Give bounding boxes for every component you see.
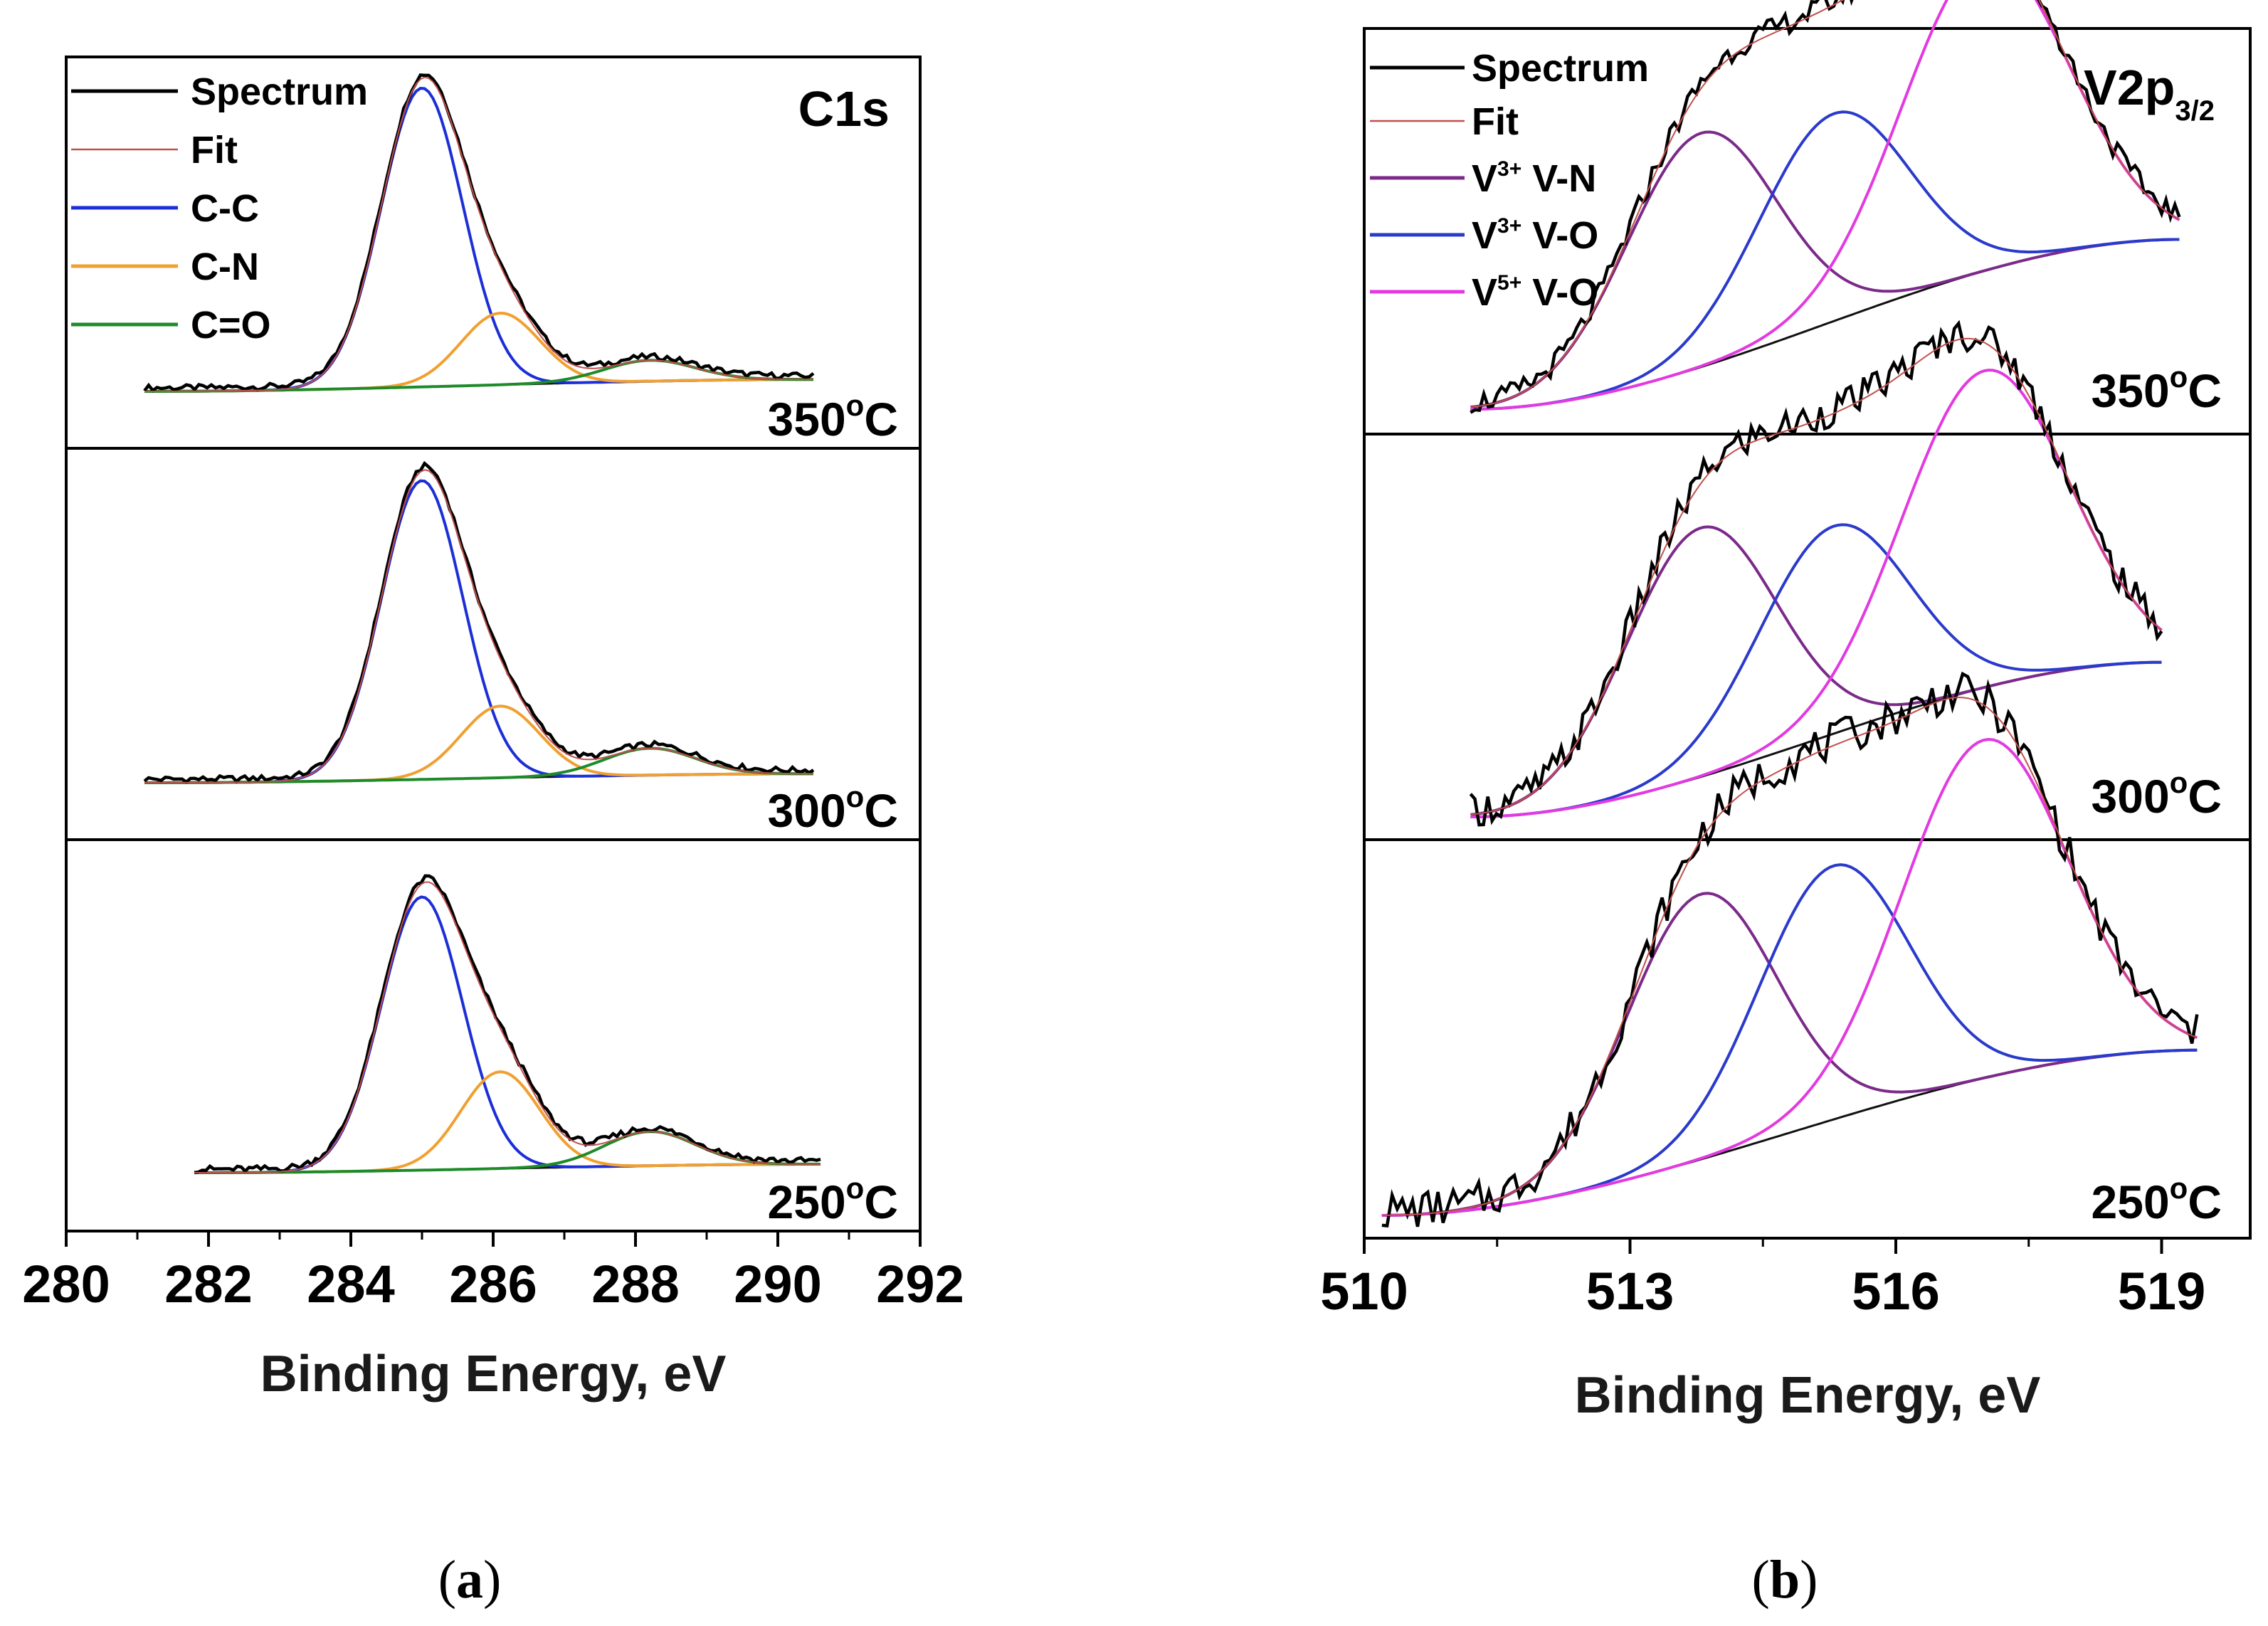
c1s-250-c-c-component: [194, 895, 821, 1174]
panel-b-temp-350: 350oC: [2092, 360, 2222, 417]
x-tick-label-516: 516: [1852, 1262, 1939, 1321]
panel-a: 280 282 284 286 288 290 292 Spectrum Fit C-C C…: [22, 56, 964, 1610]
x-tick-label-280: 280: [22, 1255, 110, 1314]
x-tick-label-519: 519: [2118, 1262, 2205, 1321]
panel-b-temp-250: 250oC: [2092, 1171, 2222, 1228]
legend-fit-label: Fit: [191, 129, 238, 171]
panel-a-xlabel: Binding Energy, eV: [260, 1346, 727, 1403]
v2p-350-spectrum-line: [1470, 0, 2181, 414]
legend-b-spectrum-label: Spectrum: [1472, 47, 1649, 90]
panel-b-region-label: V2p3/2: [2084, 60, 2215, 127]
legend-b-v3o-label: V3+ V-O: [1472, 214, 1598, 257]
c1s-300-c-n-component: [144, 704, 813, 784]
panel-b-caption: (b): [1752, 1550, 1818, 1610]
panel-a-legend: Spectrum Fit C-C C-N C=O: [71, 70, 368, 347]
legend-cn-label: C-N: [191, 246, 259, 288]
legend-spectrum-label: Spectrum: [191, 70, 368, 113]
x-tick-label-288: 288: [591, 1255, 679, 1314]
v2p-250-v3-v-o-component: [1381, 863, 2198, 1217]
x-tick-label-510: 510: [1320, 1262, 1408, 1321]
panel-a-frame: [65, 56, 922, 1232]
panel-a-caption: (a): [438, 1550, 502, 1610]
panel-a-temp-300: 300oC: [768, 780, 898, 837]
c1s-300-fit-line: [144, 469, 813, 783]
legend-co-label: C=O: [191, 304, 271, 347]
panel-b-legend: Spectrum Fit V3+ V-N V3+ V-O V5+ V-O: [1370, 47, 1649, 314]
x-tick-label-292: 292: [876, 1255, 964, 1314]
x-tick-label-284: 284: [307, 1255, 394, 1314]
v2p-250-spectrum-line: [1381, 671, 2199, 1228]
c1s-250-fit-line: [194, 881, 821, 1173]
legend-cc-label: C-C: [191, 187, 259, 230]
panel-a-temp-350: 350oC: [768, 389, 898, 445]
v2p-300-fit-line: [1470, 337, 2163, 815]
panel-b-x-axis: 510 513 516 519: [1320, 1238, 2205, 1321]
x-tick-label-290: 290: [734, 1255, 821, 1314]
panel-a-curves: [143, 73, 821, 1174]
c1s-350-c-o-component: [144, 359, 814, 393]
panel-b-temp-300: 300oC: [2092, 766, 2222, 823]
c1s-250-spectrum-line: [194, 874, 821, 1174]
legend-b-v3n-label: V3+ V-N: [1472, 157, 1596, 200]
v2p-250-fit-line: [1381, 696, 2198, 1216]
panel-a-region-label: C1s: [798, 81, 890, 137]
panel-b-curves: [1381, 0, 2199, 1228]
v2p-300-v3-v-n-component: [1470, 525, 2162, 816]
v2p-250-v3-v-n-component: [1381, 892, 2198, 1217]
v2p-350-fit-line: [1470, 0, 2180, 408]
c1s-300-c-c-component: [144, 479, 813, 784]
v2p-300-v5-v-o-component: [1470, 369, 2163, 818]
panel-a-x-axis: 280 282 284 286 288 290 292: [22, 1231, 964, 1314]
panel-b: 510 513 516 519 Spectrum Fit V3+ V-N V3+ V-…: [1320, 0, 2252, 1610]
c1s-350-spectrum-line: [143, 73, 815, 393]
legend-b-v5o-label: V5+ V-O: [1472, 271, 1598, 314]
c1s-350-fit-line: [144, 76, 814, 392]
x-tick-label-513: 513: [1586, 1262, 1674, 1321]
panel-a-temp-250: 250oC: [768, 1171, 898, 1228]
panel-b-frame: [1363, 27, 2252, 1240]
legend-b-fit-label: Fit: [1472, 100, 1519, 143]
x-tick-label-282: 282: [164, 1255, 252, 1314]
x-tick-label-286: 286: [449, 1255, 537, 1314]
panel-b-xlabel: Binding Energy, eV: [1575, 1367, 2041, 1424]
v2p-350-v3-v-o-component: [1470, 110, 2180, 411]
c1s-300-spectrum-line: [143, 460, 815, 784]
v2p-250-v5-v-o-component: [1381, 737, 2198, 1217]
